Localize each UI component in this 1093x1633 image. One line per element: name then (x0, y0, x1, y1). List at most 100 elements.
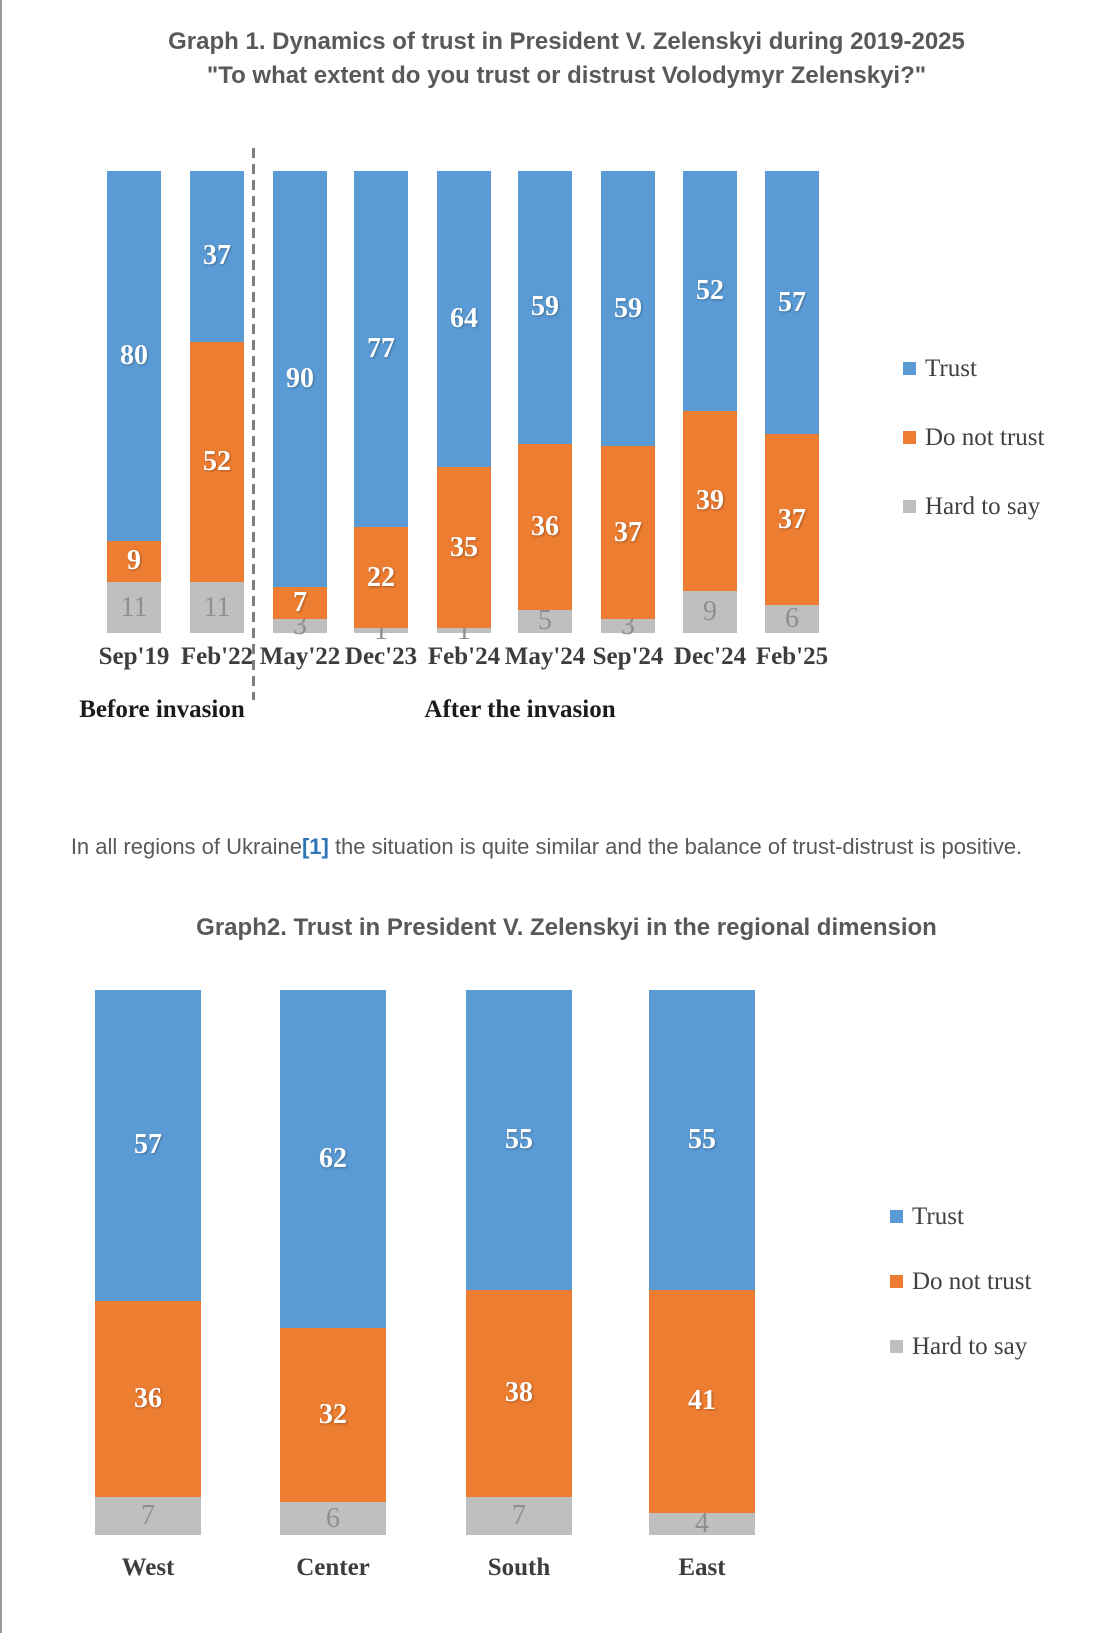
segment-do-not-trust (280, 1327, 386, 1503)
segment-hard-to-say (354, 628, 408, 633)
graph2-plot: 7 36 57 6 32 62 7 38 55 4 41 55 (95, 990, 755, 1538)
value-label: 59 (531, 291, 559, 323)
value-label: 22 (367, 561, 395, 593)
segment-hard-to-say (107, 582, 161, 633)
value-label: 62 (319, 1142, 347, 1174)
graph1-subtitle: "To what extent do you trust or distrust… (206, 62, 927, 89)
trust-swatch-icon (890, 1210, 903, 1223)
value-label: 9 (127, 545, 141, 577)
paragraph-text: the situation is quite similar and the b… (328, 834, 1023, 859)
legend-label: Hard to say (925, 493, 1041, 520)
paragraph-text: In all regions of Ukraine (70, 834, 302, 859)
x-axis-label: May'22 (259, 643, 341, 670)
segment-trust (765, 171, 819, 435)
value-label: 6 (326, 1502, 340, 1534)
value-label: 80 (120, 339, 148, 371)
value-label: 35 (450, 531, 478, 563)
x-axis-label: Feb'22 (180, 643, 254, 670)
body-paragraph: In all regions of Ukraine[1] the situati… (0, 833, 1093, 861)
graph1-plot: 11 9 80 11 52 37 3 7 90 1 22 77 1 35 64 5 36 59 3 37 59 9 39 52… (107, 171, 819, 644)
legend-item-hard-to-say: Hard to say (890, 1333, 1027, 1361)
value-label: 5 (538, 605, 552, 637)
graph2-title: Graph2. Trust in President V. Zelenskyi … (196, 914, 937, 941)
segment-trust (466, 990, 572, 1290)
value-label: 7 (141, 1499, 155, 1531)
value-label: 77 (367, 332, 395, 364)
after-invasion-label: After the invasion (424, 696, 616, 723)
x-axis-label: May'24 (504, 643, 586, 670)
segment-do-not-trust (683, 411, 737, 592)
value-label: 9 (703, 596, 717, 628)
segment-trust (683, 171, 737, 412)
value-label: 90 (286, 362, 314, 394)
value-label: 39 (696, 485, 724, 517)
x-axis-label: West (121, 1554, 175, 1581)
segment-trust (280, 990, 386, 1328)
segment-hard-to-say (683, 591, 737, 633)
legend-label: Do not trust (912, 1268, 1032, 1295)
segment-trust (107, 171, 161, 541)
do-not-trust-swatch-icon (890, 1275, 903, 1288)
segment-trust (437, 171, 491, 467)
bar-dec-24: 9 39 52 (683, 171, 737, 633)
segment-do-not-trust (649, 1289, 755, 1514)
segment-hard-to-say (649, 1513, 755, 1535)
value-label: 37 (614, 516, 642, 548)
hard-to-say-swatch-icon (890, 1340, 903, 1353)
legend-item-hard-to-say: Hard to say (903, 493, 1040, 521)
value-label: 52 (696, 275, 724, 307)
segment-trust (649, 990, 755, 1290)
graph1-title: Graph 1. Dynamics of trust in President … (168, 28, 965, 55)
x-axis-label: Dec'23 (344, 643, 418, 670)
segment-hard-to-say (437, 628, 491, 633)
bar-feb-24: 1 35 64 (437, 171, 491, 644)
value-label: 6 (785, 603, 799, 635)
bar-feb-22: 11 52 37 (190, 171, 244, 633)
value-label: 11 (203, 591, 231, 623)
segment-do-not-trust (601, 446, 655, 619)
trust-swatch-icon (903, 362, 916, 375)
x-axis-label: Center (296, 1554, 370, 1581)
value-label: 55 (505, 1123, 533, 1155)
bar-west: 7 36 57 (95, 990, 201, 1535)
segment-trust (518, 171, 572, 444)
value-label: 41 (688, 1385, 716, 1417)
value-label: 7 (293, 586, 307, 618)
segment-do-not-trust (190, 341, 244, 583)
segment-hard-to-say (190, 582, 244, 633)
bar-sep-19: 11 9 80 (107, 171, 161, 633)
value-label: 36 (134, 1382, 162, 1414)
value-label: 36 (531, 510, 559, 542)
bar-center: 6 32 62 (280, 990, 386, 1535)
segment-hard-to-say (765, 605, 819, 633)
value-label: 55 (688, 1123, 716, 1155)
value-label: 7 (512, 1499, 526, 1531)
bar-east: 4 41 55 (649, 990, 755, 1538)
legend-label: Trust (925, 355, 977, 382)
segment-do-not-trust (354, 526, 408, 629)
footnote-ref-link[interactable]: [1] (301, 834, 329, 859)
bar-may-22: 3 7 90 (273, 171, 327, 640)
segment-trust (95, 990, 201, 1301)
bar-south: 7 38 55 (466, 990, 572, 1535)
segment-trust (601, 171, 655, 447)
segment-trust (354, 171, 408, 527)
segment-do-not-trust (765, 434, 819, 606)
segment-hard-to-say (518, 609, 572, 633)
page-left-border (0, 0, 2, 1633)
before-invasion-label: Before invasion (79, 696, 245, 723)
segment-hard-to-say (95, 1496, 201, 1535)
value-label: 59 (614, 292, 642, 324)
x-axis-label: Dec'24 (673, 643, 747, 670)
value-label: 37 (203, 240, 231, 272)
do-not-trust-swatch-icon (903, 431, 916, 444)
bar-may-24: 5 36 59 (518, 171, 572, 637)
segment-trust (190, 171, 244, 342)
value-label: 11 (120, 591, 148, 623)
legend-label: Hard to say (912, 1333, 1028, 1360)
value-label: 52 (203, 446, 231, 478)
bar-feb-25: 6 37 57 (765, 171, 819, 633)
segment-hard-to-say (601, 619, 655, 633)
x-axis-label: Sep'24 (592, 643, 664, 670)
